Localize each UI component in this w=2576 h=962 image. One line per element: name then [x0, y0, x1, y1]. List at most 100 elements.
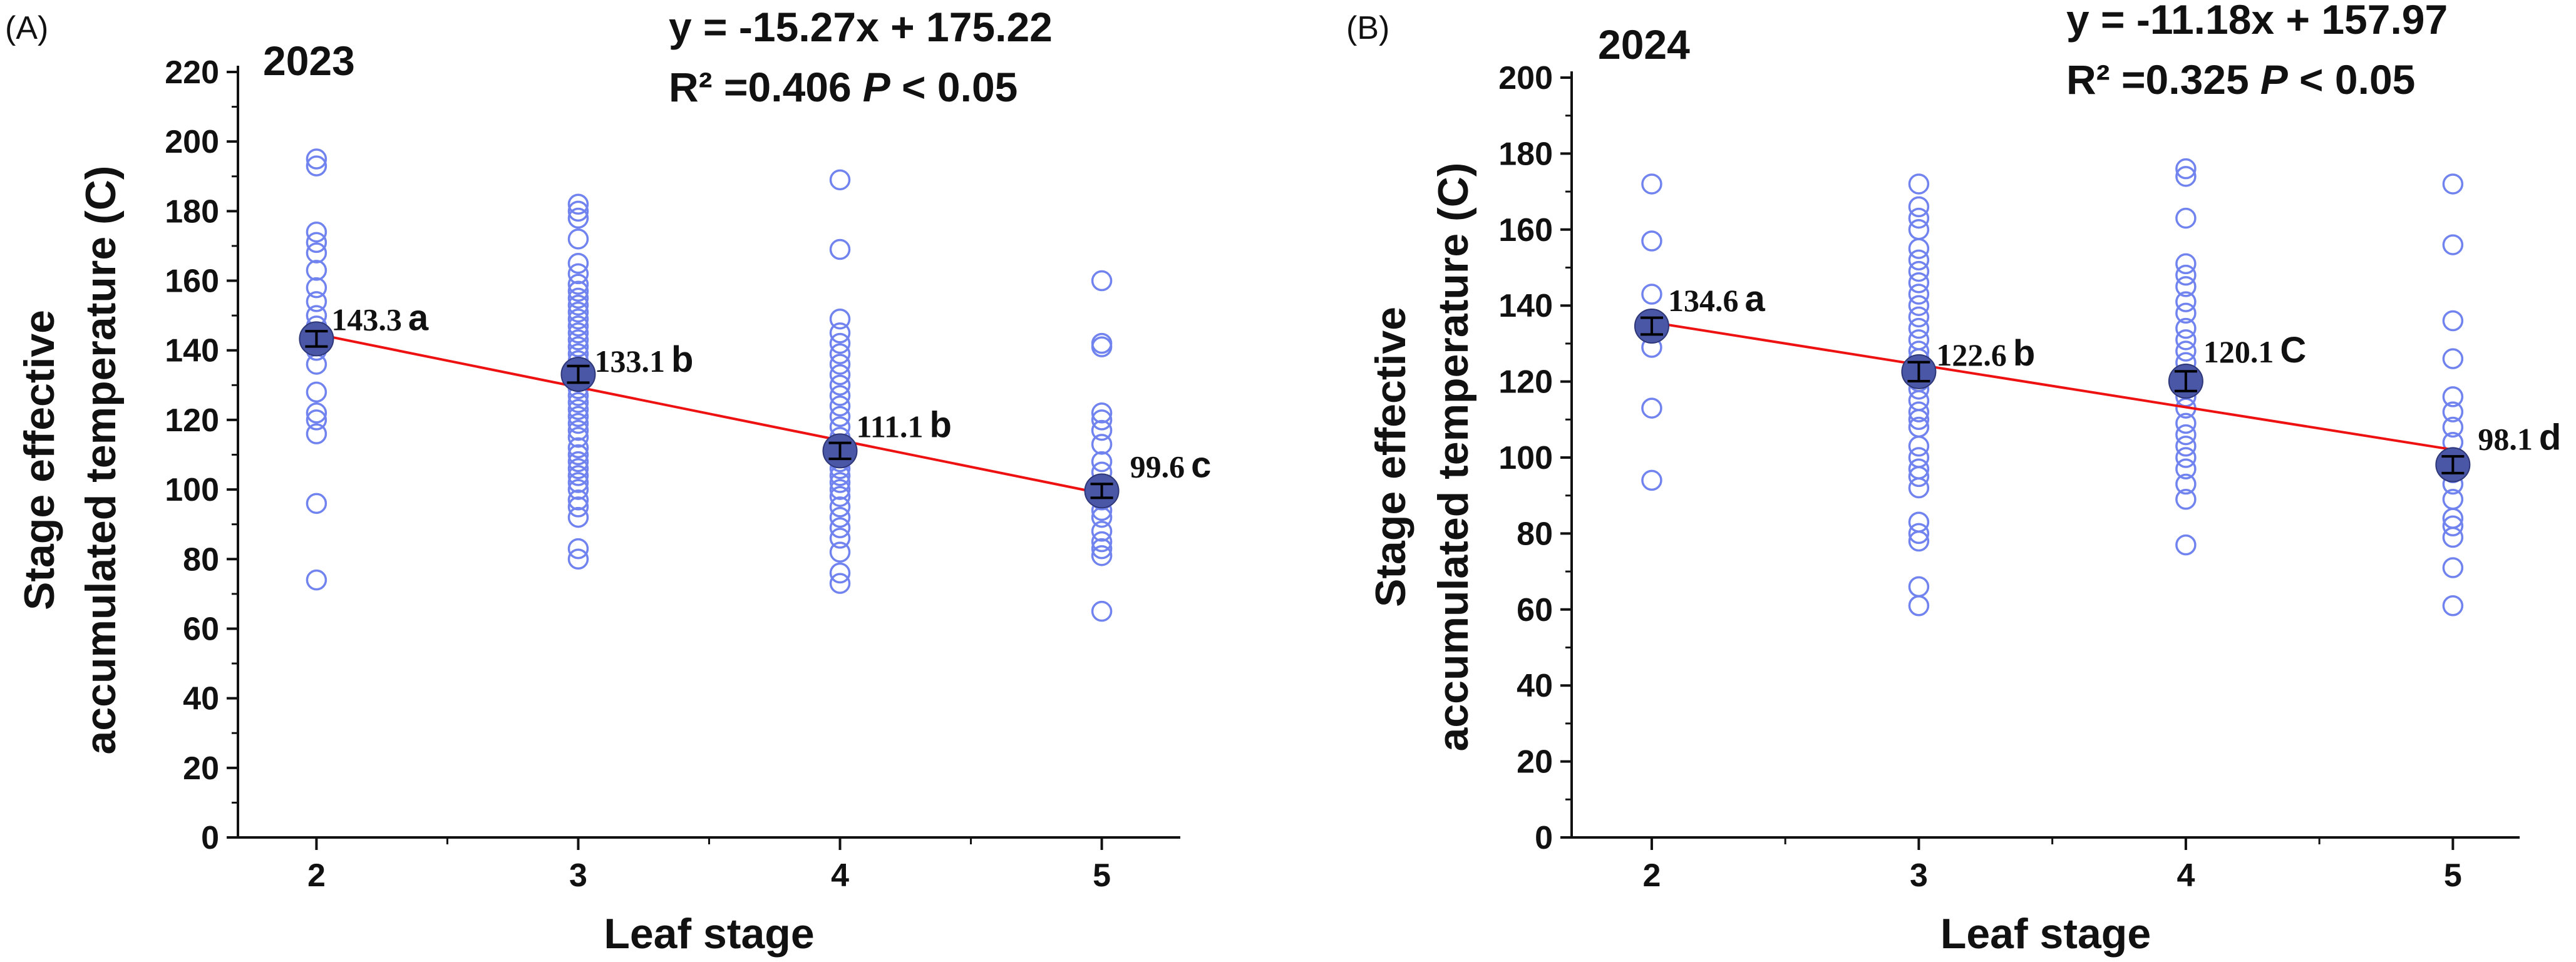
data-point: [567, 479, 589, 500]
data-point: [829, 479, 851, 500]
y-tick-label: 120: [165, 402, 219, 439]
data-point: [1091, 332, 1113, 354]
data-point: [567, 322, 589, 344]
data-point: [567, 336, 589, 357]
data-point: [567, 399, 589, 420]
p-symbol: P: [2260, 56, 2289, 103]
data-point: [2175, 302, 2197, 324]
data-point: [1091, 538, 1113, 560]
data-point: [1091, 434, 1113, 455]
data-point: [2175, 473, 2197, 495]
data-point: [567, 437, 589, 459]
data-point: [1091, 419, 1113, 441]
data-point: [1641, 173, 1662, 195]
data-point: [829, 506, 851, 528]
data-point: [2175, 158, 2197, 180]
data-point: [567, 193, 589, 215]
mean-value-label: 134.6 a: [1668, 279, 1766, 319]
data-point: [306, 148, 327, 170]
data-point: [2442, 386, 2464, 407]
y-tick-label: 20: [1517, 744, 1553, 780]
data-point: [306, 260, 327, 281]
data-point: [567, 472, 589, 493]
mean-value: 111.1: [857, 409, 924, 444]
data-point: [2442, 416, 2464, 438]
data-point: [2175, 340, 2197, 362]
data-point: [567, 548, 589, 570]
significance-letter: C: [2280, 330, 2306, 371]
mean-value: 133.1: [594, 344, 664, 379]
data-point: [2175, 458, 2197, 479]
data-point: [1908, 284, 1930, 305]
significance-letter: b: [930, 404, 952, 445]
y-tick-label: 160: [1498, 212, 1553, 248]
y-tick-label: 200: [1498, 60, 1553, 96]
y-tick-label: 100: [1498, 440, 1553, 476]
data-point: [567, 458, 589, 479]
data-point: [2175, 207, 2197, 229]
data-point: [1908, 458, 1930, 479]
p-value: < 0.05: [2288, 56, 2416, 103]
data-point: [1908, 511, 1930, 533]
r-squared-line: R² =0.325 P < 0.05: [2066, 56, 2415, 103]
data-point: [1908, 219, 1930, 240]
y-tick-label: 100: [165, 472, 219, 508]
x-tick-label: 5: [1093, 857, 1111, 894]
regression-equation: y = -15.27x + 175.22: [669, 4, 1053, 50]
significance-letter: a: [1744, 279, 1765, 319]
data-point: [829, 354, 851, 375]
data-point: [829, 406, 851, 427]
data-point: [567, 538, 589, 560]
mean-value: 122.6: [1936, 337, 2007, 372]
mean-value: 120.1: [2203, 334, 2274, 369]
x-tick-label: 2: [1642, 857, 1661, 894]
y-tick-label: 80: [1517, 516, 1553, 552]
y-tick-label: 60: [1517, 592, 1553, 628]
r-squared-value: R² =0.406: [669, 64, 852, 110]
data-point: [2175, 276, 2197, 297]
data-point: [829, 374, 851, 396]
data-point: [567, 287, 589, 309]
data-point: [2442, 234, 2464, 255]
data-point: [567, 301, 589, 323]
y-tick-label: 40: [183, 681, 219, 717]
data-point: [567, 406, 589, 427]
data-point: [567, 329, 589, 351]
significance-letter: c: [1191, 444, 1211, 485]
data-point: [829, 517, 851, 538]
x-tick-label: 5: [2444, 857, 2462, 894]
data-point: [829, 322, 851, 344]
regression-equation: y = -11.18x + 157.97: [2066, 0, 2448, 43]
data-point: [829, 385, 851, 406]
data-point: [2175, 166, 2197, 187]
data-point: [1091, 270, 1113, 292]
data-point: [829, 472, 851, 493]
y-tick-label: 180: [1498, 136, 1553, 172]
x-axis-title: Leaf stage: [604, 910, 814, 958]
mean-value-label: 143.3 a: [331, 297, 429, 338]
x-tick-label: 2: [307, 857, 326, 894]
data-point: [567, 444, 589, 466]
data-point: [829, 496, 851, 518]
mean-value-label: 133.1 b: [594, 339, 693, 380]
data-point: [1908, 436, 1930, 457]
data-point: [2175, 534, 2197, 556]
y-tick-label: 20: [183, 750, 219, 787]
data-point: [567, 253, 589, 274]
data-point: [1908, 295, 1930, 316]
data-point: [2442, 173, 2464, 195]
data-point: [2175, 447, 2197, 468]
mean-value-label: 99.6 c: [1130, 444, 1212, 485]
data-point: [567, 451, 589, 473]
y-tick-label: 0: [201, 820, 219, 856]
data-point: [1908, 477, 1930, 499]
data-point: [567, 294, 589, 316]
data-point: [1908, 173, 1930, 195]
data-point: [1908, 196, 1930, 218]
y-axis-title-line2: accumulated temperature (C): [77, 166, 125, 755]
y-tick-label: 40: [1517, 668, 1553, 704]
data-point: [1908, 207, 1930, 229]
data-point: [1908, 306, 1930, 328]
data-point: [567, 280, 589, 302]
